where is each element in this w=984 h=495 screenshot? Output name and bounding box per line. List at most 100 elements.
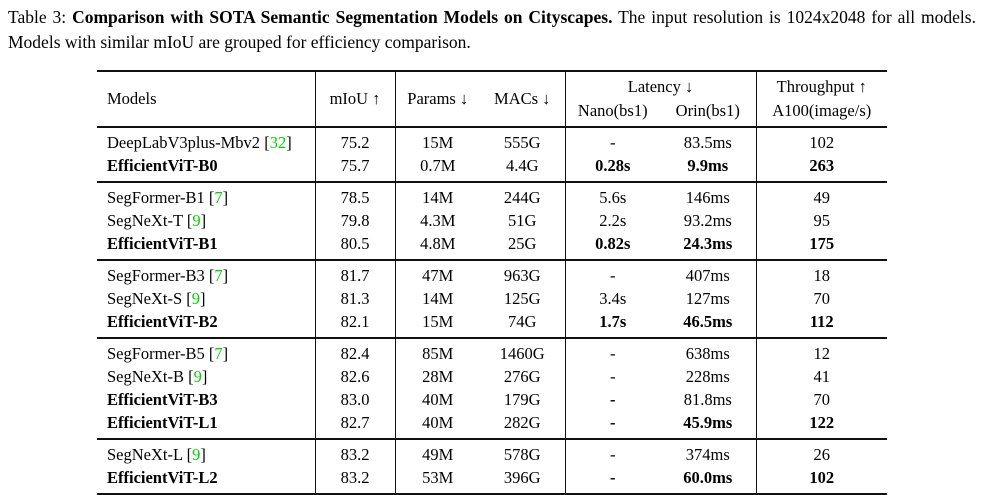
orin-latency-cell: 146ms: [660, 182, 757, 209]
results-table-container: Models mIoU ↑ Params ↓ MACs ↓ Latency ↓ …: [97, 70, 888, 495]
header-latency: Latency ↓: [565, 71, 757, 99]
model-name: EfficientViT-B0: [107, 156, 218, 175]
model-name: SegNeXt-B: [107, 367, 184, 386]
table-row: SegNeXt-L [9] 83.2 49M 578G - 374ms 26: [97, 439, 887, 466]
macs-cell: 578G: [480, 439, 566, 466]
model-cell: EfficientViT-B0: [97, 154, 316, 182]
header-params: Params ↓: [407, 89, 469, 108]
header-models: Models: [97, 71, 316, 127]
throughput-cell: 70: [813, 390, 831, 409]
model-cell: SegNeXt-L [9]: [97, 439, 316, 466]
macs-cell: 74G: [480, 310, 566, 338]
table-row: EfficientViT-L2 83.2 53M 396G - 60.0ms 102: [97, 466, 887, 494]
table-row: DeepLabV3plus-Mbv2 [32] 75.2 15M 555G - 83.5m…: [97, 127, 887, 154]
nano-latency-cell: 3.4s: [599, 289, 627, 308]
macs-cell: 51G: [480, 209, 566, 232]
miou-cell: 79.8: [315, 209, 396, 232]
throughput-cell: 263: [809, 156, 835, 175]
orin-latency-cell: 374ms: [660, 439, 757, 466]
orin-latency-cell: 127ms: [660, 287, 757, 310]
throughput-cell: 175: [809, 234, 835, 253]
citation-link[interactable]: 32: [269, 133, 287, 152]
citation-link[interactable]: 7: [214, 266, 223, 285]
citation-link[interactable]: 7: [214, 188, 223, 207]
model-cell: SegFormer-B1 [7]: [97, 182, 316, 209]
params-cell: 4.8M: [420, 234, 456, 253]
orin-latency-cell: 228ms: [660, 365, 757, 388]
macs-cell: 963G: [480, 260, 566, 287]
miou-cell: 82.6: [315, 365, 396, 388]
miou-cell: 82.4: [315, 338, 396, 365]
params-cell: 0.7M: [420, 156, 456, 175]
model-name: EfficientViT-L2: [107, 468, 218, 487]
citation-link[interactable]: 7: [214, 344, 223, 363]
miou-cell: 83.2: [315, 466, 396, 494]
table-row: EfficientViT-B3 83.0 40M 179G - 81.8ms 70: [97, 388, 887, 411]
orin-latency-cell: 81.8ms: [660, 388, 757, 411]
table-row: SegNeXt-S [9] 81.3 14M 125G 3.4s 127ms 70: [97, 287, 887, 310]
macs-cell: 179G: [480, 388, 566, 411]
table-row: SegNeXt-T [9] 79.8 4.3M 51G 2.2s 93.2ms 95: [97, 209, 887, 232]
table-row: SegFormer-B1 [7] 78.5 14M 244G 5.6s 146ms 49: [97, 182, 887, 209]
miou-cell: 83.0: [315, 388, 396, 411]
throughput-cell: 41: [813, 367, 831, 386]
nano-latency-cell: -: [610, 390, 616, 409]
miou-cell: 75.2: [315, 127, 396, 154]
model-group: SegFormer-B1 [7] 78.5 14M 244G 5.6s 146ms 49 Se…: [97, 182, 888, 260]
model-cell: DeepLabV3plus-Mbv2 [32]: [97, 127, 316, 154]
model-cell: EfficientViT-B2: [97, 310, 316, 338]
params-cell: 47M: [422, 266, 454, 285]
nano-latency-cell: 0.28s: [595, 156, 631, 175]
miou-cell: 82.1: [315, 310, 396, 338]
throughput-cell: 49: [813, 188, 831, 207]
table-row: SegFormer-B5 [7] 82.4 85M 1460G - 638ms 12: [97, 338, 887, 365]
table-caption: Table 3: Comparison with SOTA Semantic S…: [8, 5, 976, 55]
model-name: SegNeXt-L: [107, 445, 183, 464]
table-row: EfficientViT-B1 80.5 4.8M 25G 0.82s 24.3ms 175: [97, 232, 887, 260]
nano-latency-cell: -: [610, 266, 616, 285]
caption-text: The input resolution is 1024x2048 for al…: [8, 7, 976, 52]
throughput-cell: 18: [813, 266, 831, 285]
citation-link[interactable]: 9: [192, 211, 201, 230]
macs-cell: 396G: [480, 466, 566, 494]
table-row: EfficientViT-B0 75.7 0.7M 4.4G 0.28s 9.9ms 263: [97, 154, 887, 182]
miou-cell: 82.7: [315, 411, 396, 439]
macs-cell: 125G: [480, 287, 566, 310]
params-cell: 40M: [422, 413, 454, 432]
orin-latency-cell: 45.9ms: [660, 411, 757, 439]
table-row: SegFormer-B3 [7] 81.7 47M 963G - 407ms 18: [97, 260, 887, 287]
macs-cell: 244G: [480, 182, 566, 209]
citation-link[interactable]: 9: [191, 289, 201, 308]
orin-latency-cell: 638ms: [660, 338, 757, 365]
throughput-cell: 102: [809, 133, 835, 152]
params-cell: 14M: [422, 188, 454, 207]
macs-cell: 555G: [480, 127, 566, 154]
throughput-cell: 70: [813, 289, 831, 308]
model-group: SegFormer-B5 [7] 82.4 85M 1460G - 638ms 12 SegN…: [97, 338, 888, 439]
header-miou: mIoU ↑: [315, 71, 396, 127]
nano-latency-cell: 1.7s: [599, 312, 627, 331]
table-row: SegNeXt-B [9] 82.6 28M 276G - 228ms 41: [97, 365, 887, 388]
model-name: SegNeXt-S: [107, 289, 183, 308]
throughput-cell: 102: [809, 468, 835, 487]
nano-latency-cell: -: [610, 413, 616, 432]
throughput-cell: 95: [813, 211, 831, 230]
params-cell: 85M: [422, 344, 454, 363]
model-cell: SegFormer-B5 [7]: [97, 338, 316, 365]
model-name: EfficientViT-B3: [107, 390, 218, 409]
caption-prefix: Table 3:: [8, 7, 73, 27]
model-cell: SegNeXt-B [9]: [97, 365, 316, 388]
throughput-cell: 112: [809, 312, 834, 331]
throughput-cell: 12: [813, 344, 831, 363]
header-throughput-sub: A100(image/s): [772, 101, 872, 120]
citation-link[interactable]: 9: [192, 445, 201, 464]
params-cell: 53M: [422, 468, 454, 487]
orin-latency-cell: 24.3ms: [660, 232, 757, 260]
citation-link[interactable]: 9: [193, 367, 202, 386]
params-cell: 15M: [422, 312, 454, 331]
model-name: DeepLabV3plus-Mbv2: [107, 133, 261, 152]
header-macs: MACs ↓: [480, 71, 566, 127]
miou-cell: 83.2: [315, 439, 396, 466]
model-name: EfficientViT-B2: [107, 312, 218, 331]
miou-cell: 80.5: [315, 232, 396, 260]
